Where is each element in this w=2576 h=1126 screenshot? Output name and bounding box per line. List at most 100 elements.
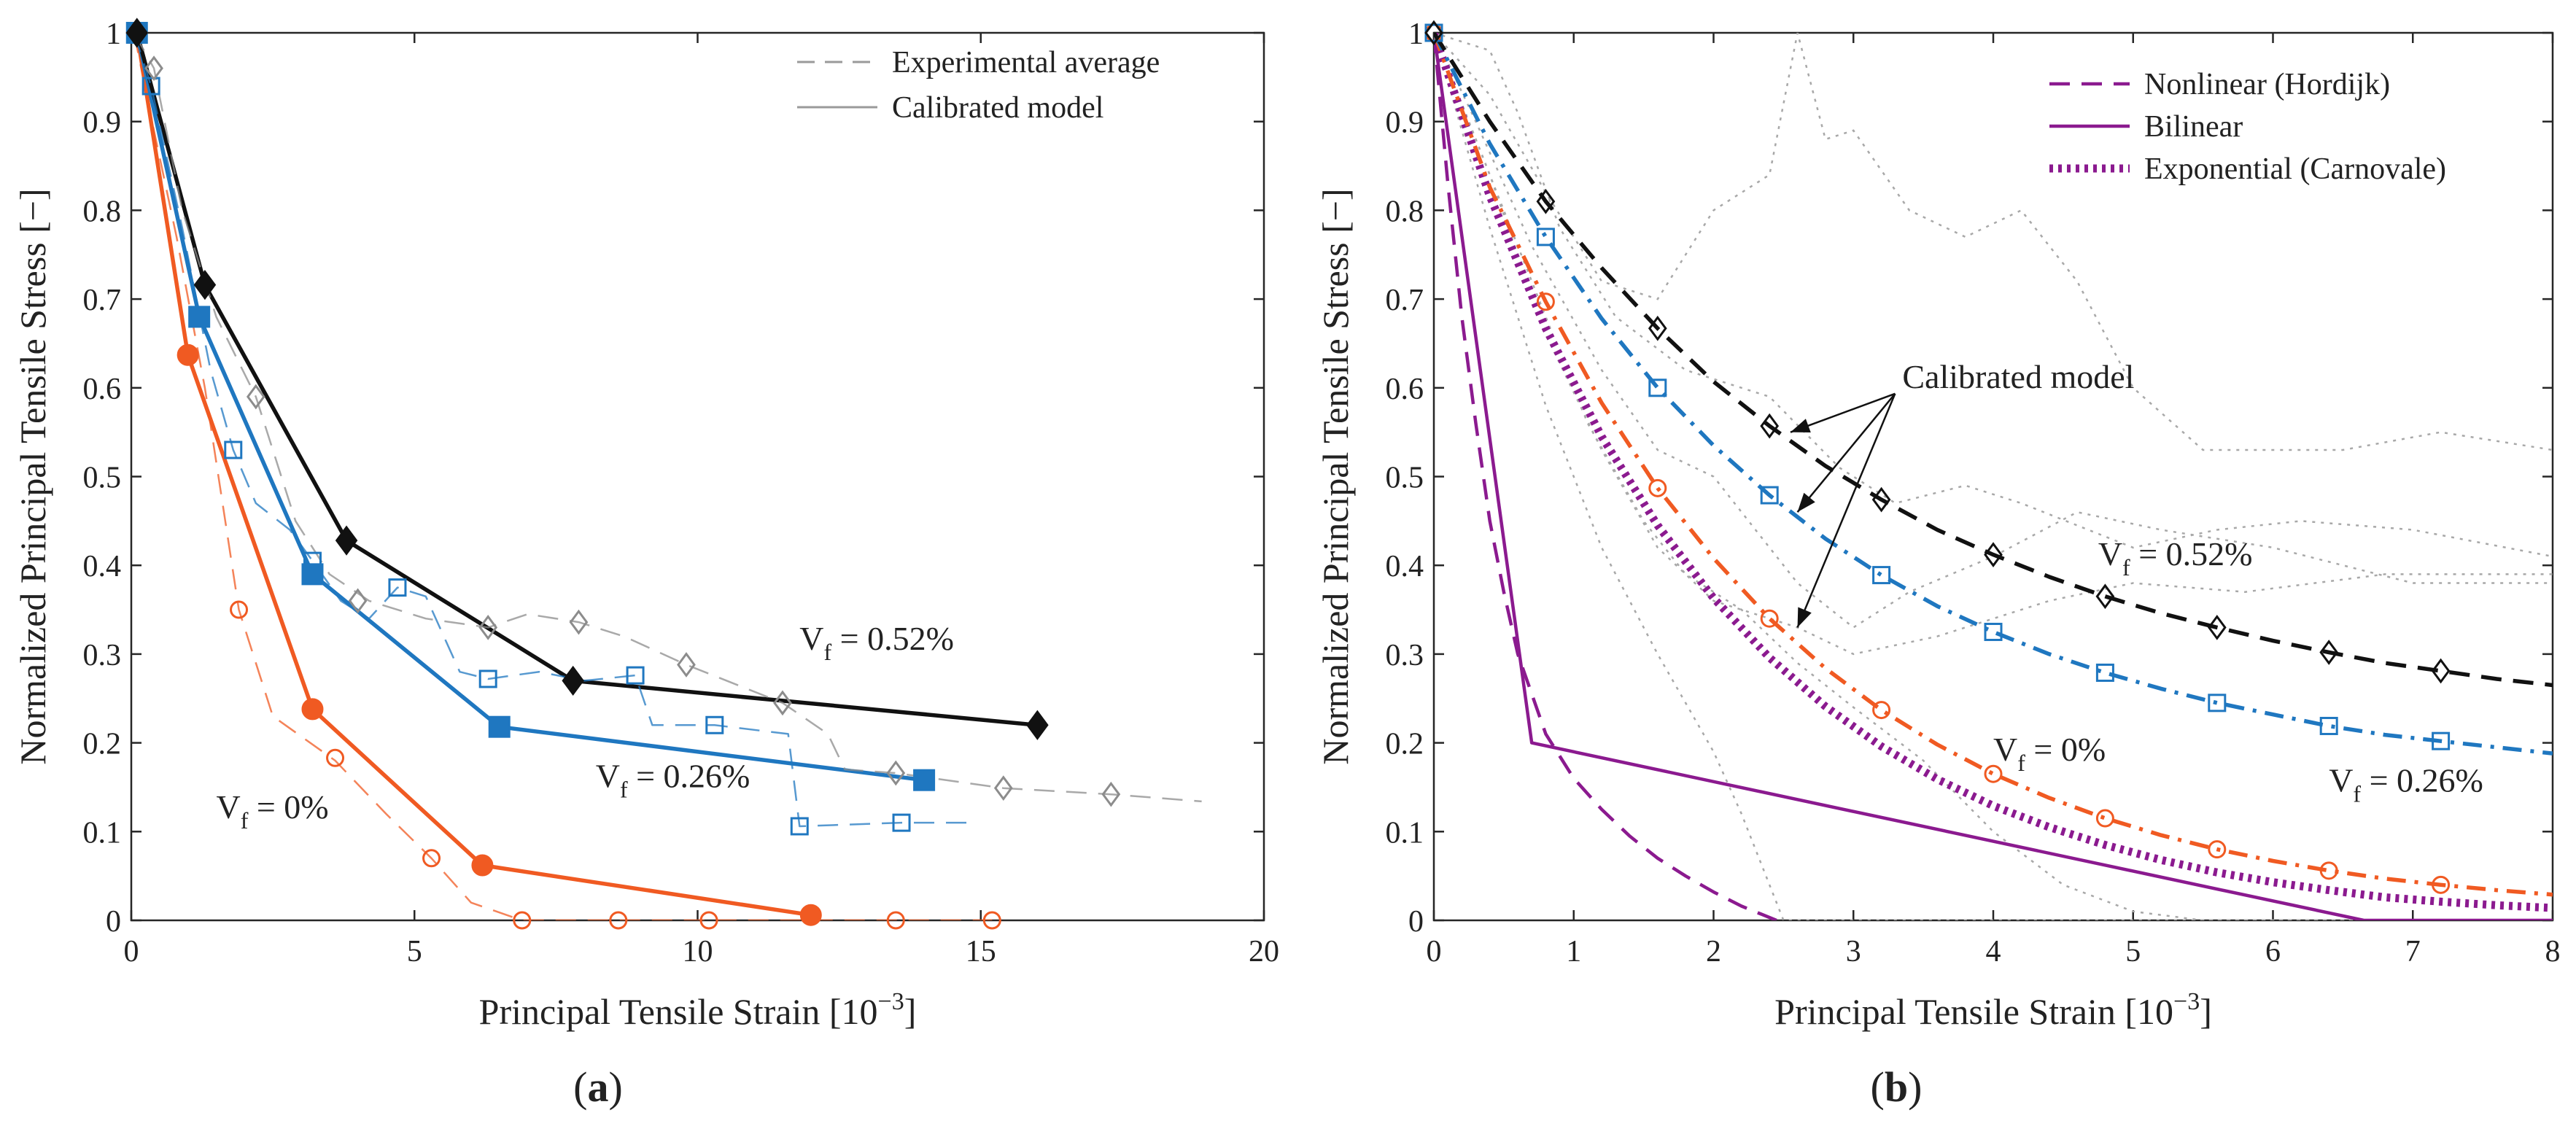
y-axis-ticks: 0 0.1 0.2 0.3 0.4 0.5 0.6 0.7 0.8 0.9 1 bbox=[83, 18, 1264, 939]
series-annotation: Vf = 0% bbox=[1993, 731, 2106, 776]
annotation-value: = 0% bbox=[2025, 731, 2106, 768]
background-test-curve bbox=[1434, 33, 2553, 920]
data-point-marker bbox=[478, 615, 498, 640]
x-tick-label: 15 bbox=[966, 935, 996, 968]
data-point-marker bbox=[569, 609, 589, 635]
data-point-marker bbox=[2432, 875, 2451, 894]
data-point-marker bbox=[609, 911, 628, 930]
callout-arrow-head bbox=[1797, 492, 1815, 513]
data-point-marker bbox=[1536, 228, 1555, 246]
series-annotation: Vf = 0.52% bbox=[2098, 535, 2253, 581]
data-point-marker bbox=[388, 578, 407, 597]
callout-label: Calibrated model bbox=[1902, 358, 2134, 395]
y-tick-label: 0.9 bbox=[83, 106, 122, 140]
data-point-marker bbox=[1648, 478, 1667, 497]
data-point-marker bbox=[2431, 658, 2451, 684]
x-axis-label-main: Principal Tensile Strain [10 bbox=[479, 991, 878, 1032]
x-tick-label: 0 bbox=[1427, 935, 1442, 968]
annotation-subscript: f bbox=[2017, 750, 2025, 776]
background-test-curve bbox=[1434, 33, 2553, 920]
data-point-marker bbox=[246, 384, 265, 410]
data-point-marker bbox=[1984, 542, 2003, 567]
y-tick-label: 0.7 bbox=[83, 284, 122, 317]
data-point-marker bbox=[1536, 188, 1556, 214]
data-point-marker bbox=[188, 306, 211, 328]
series-line bbox=[1434, 33, 2553, 897]
data-point-marker bbox=[790, 817, 809, 836]
callout-arrow-line bbox=[1796, 393, 1896, 628]
annotation-value: = 0.52% bbox=[2130, 535, 2253, 572]
x-axis-ticks: 0 5 10 15 20 bbox=[124, 33, 1279, 968]
data-point-marker bbox=[2208, 840, 2227, 859]
data-point-marker bbox=[326, 748, 345, 767]
data-point-marker bbox=[2095, 583, 2115, 610]
data-point-marker bbox=[471, 854, 494, 877]
caption-close: ) bbox=[1908, 1063, 1922, 1111]
x-axis-label: Principal Tensile Strain [10−3] bbox=[1774, 988, 2212, 1032]
data-point-marker bbox=[913, 769, 936, 791]
data-point-marker bbox=[799, 904, 822, 926]
data-point-marker bbox=[2432, 731, 2451, 750]
y-tick-label: 0.5 bbox=[83, 462, 122, 495]
data-point-marker bbox=[301, 698, 324, 721]
series-annotation: Vf = 0.26% bbox=[2329, 762, 2483, 807]
background-test-curve bbox=[1434, 33, 2553, 451]
y-tick-label: 0.1 bbox=[83, 816, 122, 850]
y-axis-label: Normalized Principal Tensile Stress [−] bbox=[12, 188, 53, 764]
x-axis-label-close: ] bbox=[904, 991, 917, 1032]
series-line bbox=[133, 33, 970, 828]
annotation-value: = 0.26% bbox=[2361, 762, 2483, 799]
data-point-marker bbox=[1536, 292, 1555, 311]
y-tick-label: 0 bbox=[106, 905, 121, 939]
y-tick-label: 0.7 bbox=[1386, 284, 1424, 317]
annotation-value: = 0.26% bbox=[628, 757, 750, 794]
series-line bbox=[1434, 33, 2553, 756]
annotation-subscript: f bbox=[241, 807, 249, 834]
data-point-marker bbox=[2319, 861, 2338, 880]
data-point-marker bbox=[993, 775, 1013, 801]
x-axis-label-exponent: −3 bbox=[2173, 988, 2200, 1015]
caption-close: ) bbox=[609, 1063, 623, 1111]
x-tick-label: 2 bbox=[1706, 935, 1721, 968]
data-point-marker bbox=[886, 760, 906, 786]
data-point-marker bbox=[2207, 615, 2227, 640]
data-point-marker bbox=[886, 911, 905, 930]
legend-label: Bilinear bbox=[2144, 110, 2243, 144]
series-line bbox=[133, 33, 993, 920]
x-tick-label: 6 bbox=[2265, 935, 2281, 968]
y-tick-label: 1 bbox=[106, 18, 121, 51]
data-point-marker bbox=[478, 669, 497, 688]
series-line bbox=[1434, 33, 1777, 920]
y-tick-label: 0.1 bbox=[1386, 816, 1424, 850]
x-tick-label: 3 bbox=[1846, 935, 1861, 968]
y-tick-label: 0.2 bbox=[83, 728, 122, 761]
x-axis-label-main: Principal Tensile Strain [10 bbox=[1774, 991, 2173, 1032]
callout-arrow-head bbox=[1797, 607, 1812, 628]
legend-label: Nonlinear (Hordijk) bbox=[2144, 68, 2390, 101]
data-point-marker bbox=[626, 666, 645, 685]
data-point-marker bbox=[1871, 486, 1891, 513]
y-tick-label: 0.8 bbox=[1386, 195, 1424, 228]
data-point-marker bbox=[892, 813, 911, 832]
caption-open: ( bbox=[573, 1063, 587, 1111]
series-line bbox=[1434, 33, 2553, 912]
x-tick-label: 1 bbox=[1566, 935, 1581, 968]
y-tick-label: 0.5 bbox=[1386, 462, 1424, 495]
y-axis-label: Normalized Principal Tensile Stress [−] bbox=[1315, 188, 1356, 764]
y-tick-label: 0.9 bbox=[1386, 106, 1424, 140]
annotation-subscript: f bbox=[2122, 554, 2130, 581]
background-test-curve bbox=[1434, 33, 2553, 629]
data-point-marker bbox=[2095, 809, 2114, 828]
annotation-main: V bbox=[1993, 731, 2017, 768]
plot-area bbox=[1434, 33, 2553, 920]
data-point-marker bbox=[1648, 315, 1667, 341]
data-point-marker bbox=[348, 588, 368, 614]
annotation-main: V bbox=[216, 788, 240, 826]
data-point-marker bbox=[1760, 609, 1779, 628]
data-point-marker bbox=[488, 715, 511, 738]
caption-letter: b bbox=[1885, 1063, 1908, 1111]
x-tick-label: 20 bbox=[1249, 935, 1279, 968]
data-point-marker bbox=[773, 690, 792, 716]
data-point-marker bbox=[705, 715, 724, 734]
